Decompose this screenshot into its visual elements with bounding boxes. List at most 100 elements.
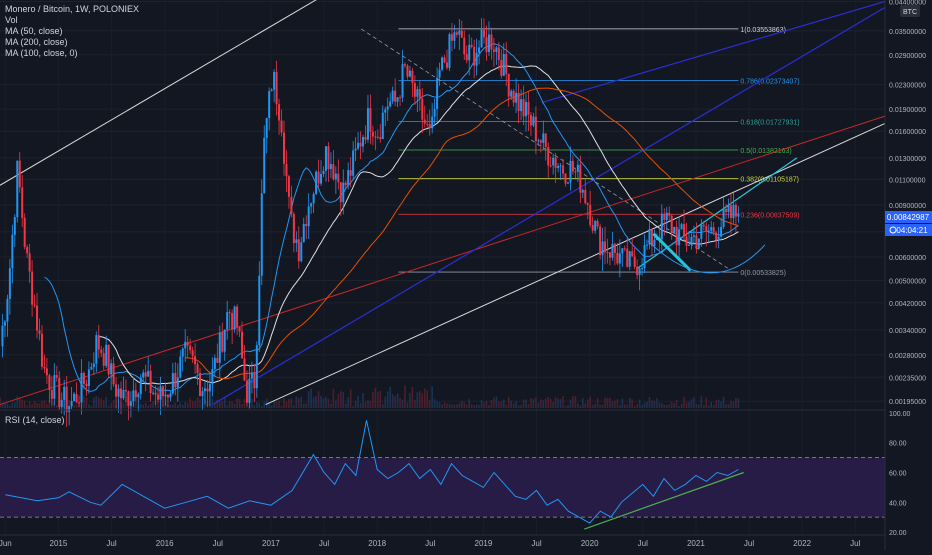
candle-body bbox=[468, 44, 471, 61]
volume-bar bbox=[722, 396, 725, 408]
chart-legend: Monero / Bitcoin, 1W, POLONIEX Vol MA (5… bbox=[5, 4, 139, 59]
candle-body bbox=[717, 236, 720, 241]
volume-bar bbox=[498, 401, 500, 408]
volume-bar bbox=[246, 404, 248, 408]
clock-icon bbox=[889, 226, 897, 234]
price-axis[interactable]: 0.04400000 0.03500000 0.02900000 0.02300000… bbox=[884, 0, 926, 550]
candle-body bbox=[124, 389, 127, 392]
volume-bar bbox=[690, 399, 693, 408]
candle-body bbox=[636, 266, 639, 276]
candle-body bbox=[149, 370, 152, 393]
volume-bar bbox=[623, 404, 626, 408]
candle-body bbox=[334, 173, 337, 180]
candle-body bbox=[515, 92, 518, 103]
volume-bar bbox=[586, 399, 589, 408]
candle-body bbox=[505, 53, 508, 74]
candle-body bbox=[317, 171, 320, 184]
candle-body bbox=[161, 386, 164, 397]
volume-bar bbox=[28, 401, 31, 408]
volume-bar bbox=[275, 401, 278, 408]
volume-bar bbox=[179, 402, 182, 408]
candle-body bbox=[670, 215, 673, 233]
volume-bar bbox=[223, 397, 226, 408]
volume-bar bbox=[584, 403, 587, 408]
candle-body bbox=[529, 114, 532, 126]
volume-bar bbox=[426, 390, 429, 408]
candle-body bbox=[497, 47, 500, 60]
volume-bar bbox=[325, 396, 327, 408]
candle-body bbox=[53, 375, 56, 399]
symbol-title[interactable]: Monero / Bitcoin, 1W, POLONIEX bbox=[5, 4, 140, 14]
volume-bar bbox=[21, 399, 24, 408]
volume-bar bbox=[231, 401, 233, 408]
volume-bar bbox=[621, 398, 624, 408]
volume-bar bbox=[604, 397, 606, 408]
candle-body bbox=[510, 90, 513, 97]
candle-body bbox=[186, 341, 189, 346]
volume-bar bbox=[601, 404, 604, 408]
candle-body bbox=[275, 71, 278, 105]
time-tick-label: 2022 bbox=[793, 539, 811, 548]
currency-badge[interactable] bbox=[900, 5, 920, 17]
rsi-tick-label: 80.00 bbox=[889, 441, 907, 448]
candle-body bbox=[571, 160, 574, 172]
volume-bar bbox=[423, 388, 426, 408]
candle-body bbox=[208, 384, 211, 392]
candle-body bbox=[584, 190, 587, 204]
volume-bar bbox=[735, 397, 737, 408]
candle-body bbox=[594, 220, 597, 231]
time-axis[interactable]: Jun 2015 Jul 2016 Jul 2017 Jul 2018 Jul 2019 Jul 20… bbox=[0, 534, 885, 548]
volume-bar bbox=[273, 401, 275, 408]
candle-body bbox=[332, 164, 335, 180]
indicator-vol[interactable]: Vol bbox=[5, 15, 18, 25]
candle-body bbox=[532, 116, 535, 126]
volume-bar bbox=[290, 398, 293, 408]
candle-body bbox=[413, 83, 416, 97]
candle-body bbox=[470, 44, 473, 47]
candle-body bbox=[725, 208, 728, 212]
volume-bar bbox=[658, 402, 661, 408]
volume-bar bbox=[458, 403, 461, 408]
candle-body bbox=[189, 345, 192, 351]
volume-bar bbox=[567, 405, 569, 408]
time-tick-label: 2017 bbox=[262, 539, 280, 548]
candle-body bbox=[199, 372, 202, 397]
candle-body bbox=[448, 34, 451, 68]
volume-bar bbox=[678, 405, 680, 408]
volume-bar bbox=[344, 403, 347, 408]
indicator-ma-200[interactable]: MA (200, close) bbox=[5, 37, 68, 47]
candle-body bbox=[40, 333, 43, 367]
volume-bar bbox=[199, 399, 201, 408]
candle-body bbox=[320, 173, 323, 184]
volume-bar bbox=[725, 404, 727, 408]
rsi-axis[interactable]: 100.00 80.00 60.00 40.00 20.00 bbox=[889, 411, 911, 537]
candle-body bbox=[191, 350, 194, 357]
volume-bar bbox=[18, 397, 21, 408]
candle-body bbox=[621, 248, 624, 254]
grid bbox=[0, 0, 885, 402]
rsi-indicator-label[interactable]: RSI (14, close) bbox=[5, 415, 65, 425]
volume-bar bbox=[36, 402, 38, 408]
indicator-ma-50[interactable]: MA (50, close) bbox=[5, 26, 63, 36]
candle-body bbox=[601, 241, 604, 256]
volume-bar bbox=[537, 402, 540, 408]
volume-bar bbox=[379, 390, 382, 408]
volume-bars bbox=[0, 385, 740, 408]
volume-bar bbox=[495, 396, 498, 408]
volume-bar bbox=[147, 405, 149, 408]
indicator-ma-100[interactable]: MA (100, close, 0) bbox=[5, 48, 78, 58]
candle-body bbox=[404, 64, 407, 66]
candle-body bbox=[297, 239, 300, 262]
candle-body bbox=[586, 203, 589, 205]
candle-body bbox=[33, 304, 36, 306]
volume-bar bbox=[475, 404, 478, 408]
candle-body bbox=[653, 239, 656, 246]
candle-body bbox=[369, 108, 372, 132]
price-tick-label: 0.00420000 bbox=[889, 301, 926, 308]
volume-bar bbox=[507, 396, 510, 408]
candle-body bbox=[576, 164, 579, 172]
volume-bar bbox=[564, 405, 567, 408]
candle-body bbox=[73, 393, 76, 402]
